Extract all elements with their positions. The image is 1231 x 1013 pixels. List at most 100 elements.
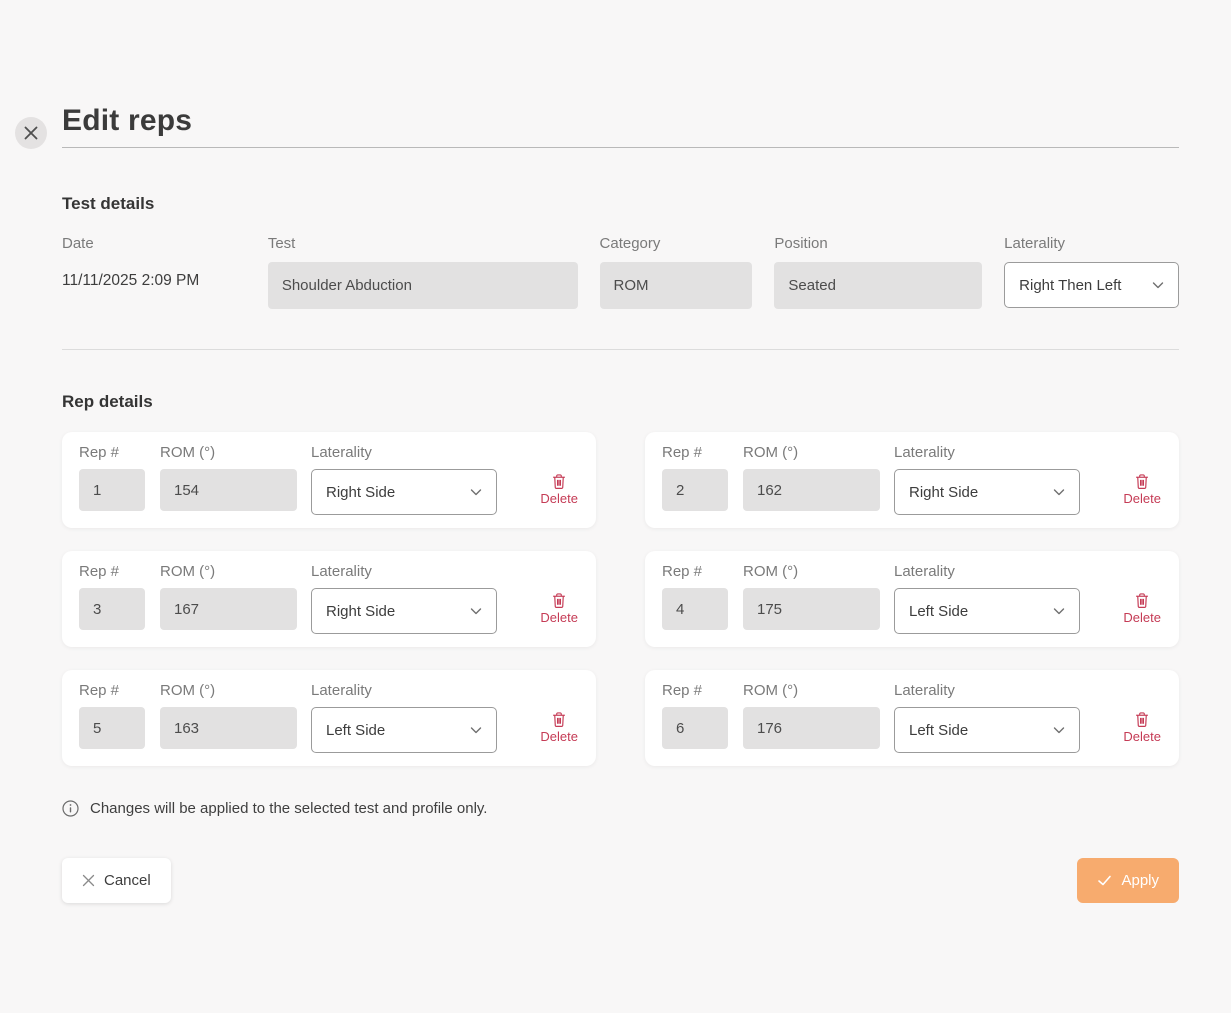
date-label: Date: [62, 235, 94, 252]
close-button[interactable]: [15, 117, 47, 149]
delete-rep-button[interactable]: Delete: [1123, 473, 1161, 506]
test-field: Test: [267, 235, 578, 309]
rep-number-field: Rep #: [662, 444, 728, 511]
rep-number-label: Rep #: [79, 444, 120, 461]
rep-laterality-label: Laterality: [311, 563, 372, 580]
rep-number-label: Rep #: [662, 563, 703, 580]
test-label: Test: [267, 235, 296, 252]
rep-laterality-select[interactable]: Left Side: [894, 588, 1080, 634]
rep-number-label: Rep #: [79, 563, 120, 580]
actions-row: Cancel Apply: [62, 858, 1179, 903]
trash-icon: [551, 473, 567, 490]
rom-label: ROM (°): [160, 563, 216, 580]
chevron-down-icon: [468, 603, 484, 619]
rom-input: [743, 707, 880, 749]
rep-laterality-field: Laterality Left Side: [894, 563, 1080, 634]
rep-laterality-select[interactable]: Left Side: [894, 707, 1080, 753]
rom-field: ROM (°): [160, 444, 297, 511]
rom-label: ROM (°): [160, 682, 216, 699]
laterality-field: Laterality Right Then Left: [1004, 235, 1179, 309]
position-input: [774, 262, 983, 309]
date-value: 11/11/2025 2:09 PM: [62, 272, 200, 289]
delete-label: Delete: [540, 490, 578, 506]
cancel-label: Cancel: [104, 872, 151, 889]
rep-card: Rep # ROM (°) Laterality Left Side Delet…: [645, 670, 1179, 766]
rep-number-input: [662, 588, 728, 630]
delete-rep-button[interactable]: Delete: [540, 473, 578, 506]
trash-icon: [1134, 473, 1150, 490]
delete-rep-button[interactable]: Delete: [540, 711, 578, 744]
x-icon: [82, 874, 95, 887]
delete-label: Delete: [1123, 490, 1161, 506]
rom-label: ROM (°): [743, 444, 799, 461]
trash-icon: [1134, 711, 1150, 728]
apply-button[interactable]: Apply: [1077, 858, 1179, 903]
rep-laterality-label: Laterality: [894, 444, 955, 461]
cancel-button[interactable]: Cancel: [62, 858, 171, 903]
chevron-down-icon: [1150, 277, 1166, 293]
rep-laterality-value: Left Side: [909, 602, 969, 620]
rep-laterality-select[interactable]: Right Side: [311, 588, 497, 634]
rep-card: Rep # ROM (°) Laterality Left Side Delet…: [62, 670, 596, 766]
rep-laterality-value: Left Side: [909, 721, 969, 739]
chevron-down-icon: [1051, 722, 1067, 738]
position-field: Position: [774, 235, 983, 309]
rep-number-input: [79, 707, 145, 749]
rep-laterality-select[interactable]: Left Side: [311, 707, 497, 753]
rep-laterality-label: Laterality: [894, 563, 955, 580]
test-details-fields: Date 11/11/2025 2:09 PM Test Category Po…: [62, 235, 1179, 309]
test-details-heading: Test details: [62, 194, 155, 213]
rep-laterality-field: Laterality Right Side: [311, 563, 497, 634]
info-icon: [62, 800, 79, 817]
delete-label: Delete: [540, 728, 578, 744]
delete-label: Delete: [1123, 728, 1161, 744]
rep-laterality-field: Laterality Left Side: [894, 682, 1080, 753]
check-icon: [1097, 873, 1112, 888]
rep-details-heading: Rep details: [62, 392, 153, 411]
rep-number-label: Rep #: [662, 444, 703, 461]
chevron-down-icon: [468, 722, 484, 738]
rep-number-field: Rep #: [79, 444, 145, 511]
delete-label: Delete: [1123, 609, 1161, 625]
delete-rep-button[interactable]: Delete: [1123, 592, 1161, 625]
laterality-label: Laterality: [1004, 235, 1066, 252]
chevron-down-icon: [1051, 603, 1067, 619]
date-field: Date 11/11/2025 2:09 PM: [62, 235, 246, 309]
rep-laterality-label: Laterality: [311, 444, 372, 461]
info-message: Changes will be applied to the selected …: [90, 800, 488, 817]
rom-input: [743, 588, 880, 630]
trash-icon: [551, 592, 567, 609]
test-laterality-value: Right Then Left: [1019, 276, 1122, 294]
category-label: Category: [599, 235, 661, 252]
test-laterality-select[interactable]: Right Then Left: [1004, 262, 1179, 308]
rep-laterality-value: Left Side: [326, 721, 386, 739]
rom-label: ROM (°): [160, 444, 216, 461]
rom-input: [160, 588, 297, 630]
info-row: Changes will be applied to the selected …: [62, 800, 1179, 817]
rep-number-input: [662, 469, 728, 511]
rep-laterality-field: Laterality Right Side: [311, 444, 497, 515]
delete-rep-button[interactable]: Delete: [540, 592, 578, 625]
apply-label: Apply: [1121, 872, 1159, 889]
position-label: Position: [774, 235, 828, 252]
rom-input: [160, 707, 297, 749]
delete-rep-button[interactable]: Delete: [1123, 711, 1161, 744]
delete-label: Delete: [540, 609, 578, 625]
rep-card: Rep # ROM (°) Laterality Left Side Delet…: [645, 551, 1179, 647]
rep-number-field: Rep #: [79, 563, 145, 630]
rep-number-label: Rep #: [79, 682, 120, 699]
rep-laterality-select[interactable]: Right Side: [894, 469, 1080, 515]
rep-laterality-label: Laterality: [894, 682, 955, 699]
section-divider: [62, 349, 1179, 350]
edit-reps-dialog: Edit reps Test details Date 11/11/2025 2…: [0, 103, 1231, 903]
rom-field: ROM (°): [743, 444, 880, 511]
rep-laterality-select[interactable]: Right Side: [311, 469, 497, 515]
rom-label: ROM (°): [743, 563, 799, 580]
rep-card: Rep # ROM (°) Laterality Right Side Dele…: [62, 551, 596, 647]
close-icon: [23, 125, 39, 141]
rom-field: ROM (°): [743, 563, 880, 630]
rom-field: ROM (°): [743, 682, 880, 749]
rep-card: Rep # ROM (°) Laterality Right Side Dele…: [62, 432, 596, 528]
trash-icon: [551, 711, 567, 728]
trash-icon: [1134, 592, 1150, 609]
